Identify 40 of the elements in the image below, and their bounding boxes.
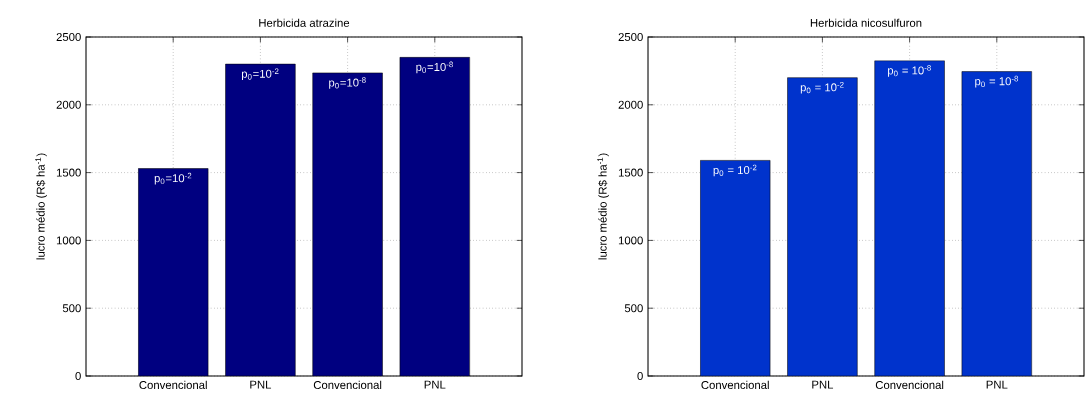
y-tick-label: 1500 [618, 168, 643, 177]
x-tick-label: Convencional [701, 380, 769, 390]
data-label: p$_{0}$=10$^{-8}$ [329, 77, 366, 89]
y-tick-label: 0 [637, 372, 643, 381]
data-label: p$_{0}$=10$^{-2}$ [154, 172, 192, 185]
bar [961, 71, 1032, 376]
y-axis-title: lucro médio (R$ ha$^{-1}$) [35, 153, 47, 260]
x-tick-label: PNL [424, 380, 446, 389]
y-tick-label: 1500 [56, 168, 81, 177]
bar [399, 57, 470, 376]
y-tick-label: 500 [624, 304, 643, 313]
y-tick-label: 500 [62, 304, 81, 313]
x-tick-label: PNL [812, 380, 834, 389]
data-label: p$_{0}$=10$^{-2}$ [241, 68, 279, 81]
x-tick-label: PNL [250, 380, 272, 389]
y-tick-label: 2500 [56, 33, 81, 42]
data-label: p$_{0}$ = 10$^{-2}$ [800, 81, 844, 94]
bar [700, 160, 771, 376]
y-tick-label: 1000 [618, 236, 643, 245]
y-tick-label: 1000 [56, 236, 81, 245]
data-label: p$_{0}$ = 10$^{-8}$ [975, 75, 1019, 88]
bar [787, 77, 858, 376]
data-label: p$_{0}$ = 10$^{-2}$ [713, 164, 757, 177]
y-tick-label: 2000 [618, 100, 643, 109]
data-label: p$_{0}$ = 10$^{-8}$ [888, 64, 931, 77]
x-tick-label: Convencional [139, 380, 207, 390]
y-tick-label: 2500 [618, 33, 643, 42]
x-tick-label: PNL [986, 380, 1008, 389]
y-tick-label: 2000 [56, 100, 81, 109]
y-tick-label: 0 [75, 372, 81, 381]
data-label: p$_{0}$=10$^{-8}$ [416, 61, 453, 74]
chart-title: Herbicida nicosulfuron [810, 18, 922, 27]
bar [138, 168, 209, 376]
bar [312, 72, 383, 376]
x-tick-label: Convencional [313, 380, 382, 390]
bar [225, 64, 296, 376]
y-axis-title: lucro médio (R$ ha$^{-1}$) [597, 153, 609, 260]
chart-title: Herbicida atrazine [259, 18, 350, 27]
bar [874, 60, 945, 376]
x-tick-label: Convencional [875, 380, 944, 390]
